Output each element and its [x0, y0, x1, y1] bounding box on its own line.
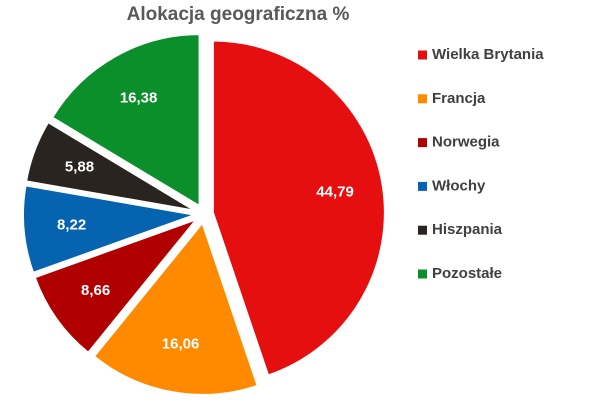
legend-swatch [418, 138, 427, 148]
legend-swatch [418, 181, 427, 191]
pie-slice [92, 220, 259, 396]
pie-slice [22, 184, 199, 275]
legend-swatch [418, 225, 427, 235]
chart-title: Alokacja geograficzna % [127, 4, 350, 25]
data-label: 5,88 [65, 159, 94, 176]
legend-label: Hiszpania [432, 221, 503, 238]
data-label: 8,22 [57, 216, 86, 233]
pie-slice [211, 39, 386, 377]
data-label: 8,66 [81, 282, 110, 299]
legend-swatch [418, 269, 427, 279]
legend-swatch [418, 50, 427, 60]
legend-label: Włochy [432, 177, 486, 194]
legend-label: Francja [432, 90, 486, 107]
data-label: 44,79 [316, 183, 354, 200]
legend-swatch [418, 94, 427, 104]
data-label: 16,06 [162, 336, 200, 353]
legend-label: Norwegia [432, 134, 500, 151]
legend-label: Pozostałe [432, 265, 502, 282]
pie-slice [33, 217, 200, 355]
pie-slice [50, 33, 201, 208]
data-label: 16,38 [120, 89, 158, 106]
pie-slice [24, 120, 197, 212]
legend-label: Wielka Brytania [432, 46, 544, 63]
